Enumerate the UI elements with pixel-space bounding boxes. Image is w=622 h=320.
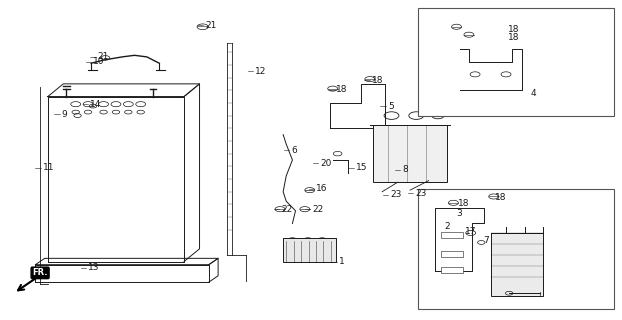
Text: 16: 16 <box>316 184 327 193</box>
Text: 22: 22 <box>281 205 292 214</box>
Text: 18: 18 <box>508 33 519 42</box>
Bar <box>441 267 463 273</box>
Text: 18: 18 <box>495 193 506 202</box>
Bar <box>417 188 615 309</box>
Text: 2: 2 <box>444 222 450 231</box>
Text: 18: 18 <box>508 25 519 35</box>
Text: 23: 23 <box>390 190 402 199</box>
Text: 18: 18 <box>337 85 348 94</box>
Bar <box>373 125 447 182</box>
Bar <box>283 238 336 261</box>
Text: 21: 21 <box>205 21 216 30</box>
Text: 18: 18 <box>458 199 469 208</box>
Text: 20: 20 <box>320 159 332 168</box>
Bar <box>441 251 463 257</box>
Bar <box>417 8 615 116</box>
Text: 7: 7 <box>483 236 489 245</box>
Text: FR.: FR. <box>32 268 48 277</box>
Text: 19: 19 <box>506 246 518 255</box>
Text: 22: 22 <box>312 205 323 214</box>
Text: 8: 8 <box>402 165 408 174</box>
Text: 4: 4 <box>531 89 536 98</box>
Text: 17: 17 <box>465 227 476 236</box>
Text: 5: 5 <box>388 101 394 111</box>
Text: 12: 12 <box>255 67 267 76</box>
Text: 3: 3 <box>457 209 462 219</box>
Text: 6: 6 <box>291 146 297 155</box>
Text: 23: 23 <box>415 189 427 198</box>
Text: 1: 1 <box>339 257 345 266</box>
Text: 21: 21 <box>98 52 109 61</box>
Text: 11: 11 <box>43 164 54 172</box>
Text: 9: 9 <box>62 109 67 118</box>
Bar <box>441 232 463 238</box>
Text: 18: 18 <box>372 76 383 84</box>
Text: 15: 15 <box>356 164 367 172</box>
Bar <box>491 233 543 296</box>
Text: 14: 14 <box>90 100 101 109</box>
Text: 13: 13 <box>88 263 100 272</box>
Text: 10: 10 <box>93 57 104 66</box>
Text: FR.: FR. <box>32 268 48 277</box>
